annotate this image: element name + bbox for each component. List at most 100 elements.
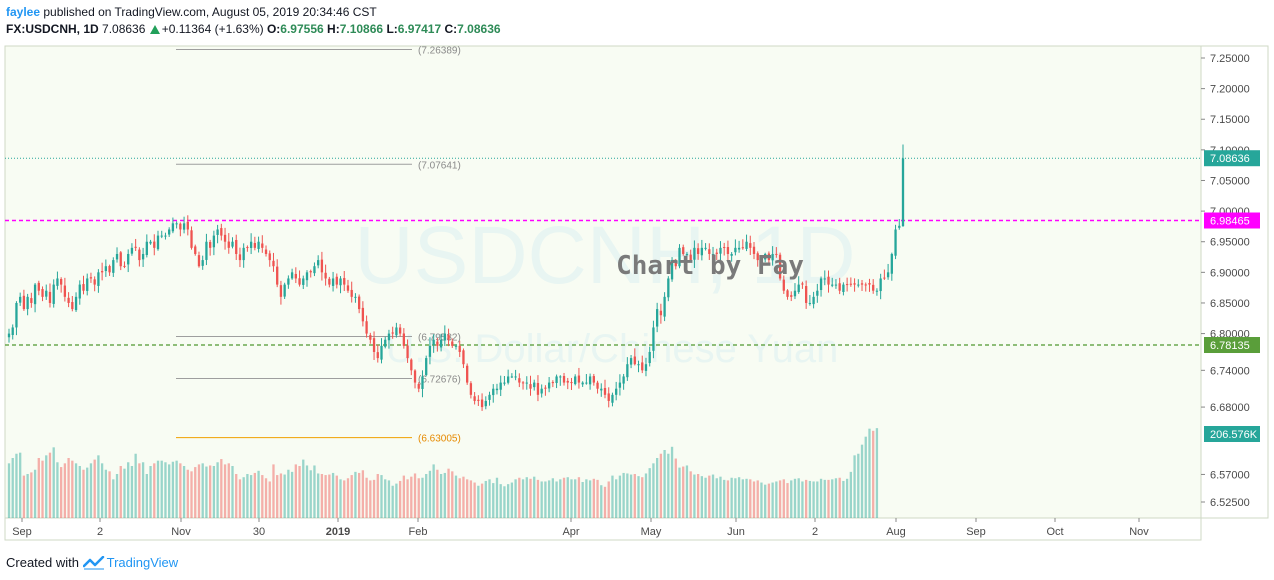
candle-body bbox=[588, 376, 592, 385]
volume-bar bbox=[577, 477, 581, 518]
volume-bar bbox=[279, 473, 283, 518]
volume-bar bbox=[790, 480, 793, 518]
candle-body bbox=[93, 279, 96, 285]
volume-bar bbox=[331, 472, 335, 518]
candle-body bbox=[886, 272, 890, 278]
volume-bar bbox=[15, 453, 18, 518]
volume-bar bbox=[320, 474, 324, 518]
candle-body bbox=[901, 158, 905, 227]
candle-body bbox=[708, 249, 711, 254]
candle-body bbox=[790, 295, 793, 297]
candle-body bbox=[469, 383, 473, 395]
volume-bar bbox=[30, 472, 33, 518]
candle-body bbox=[547, 382, 551, 389]
volume-bar bbox=[633, 474, 636, 518]
candle-body bbox=[145, 241, 148, 255]
volume-bar bbox=[231, 466, 234, 518]
watermark-name: U.S. Dollar/Chinese Yuan bbox=[386, 327, 839, 371]
candle-body bbox=[879, 278, 882, 292]
candle-body bbox=[715, 252, 718, 254]
candle-body bbox=[730, 253, 733, 256]
tradingview-brand[interactable]: TradingView bbox=[106, 555, 179, 570]
candle-body bbox=[711, 253, 715, 256]
candle-body bbox=[320, 259, 324, 273]
volume-bar bbox=[655, 458, 659, 518]
time-axis-pane[interactable] bbox=[4, 517, 1202, 541]
candle-body bbox=[655, 309, 659, 327]
candlesticks bbox=[7, 144, 905, 411]
chart-pane[interactable] bbox=[4, 45, 1202, 519]
ohlc-low-label: L: bbox=[386, 22, 398, 36]
volume-bar bbox=[78, 466, 81, 518]
candle-body bbox=[816, 290, 819, 296]
arrow-up-icon bbox=[149, 25, 160, 34]
price-tick-label: 7.15000 bbox=[1210, 114, 1250, 126]
candle-body bbox=[335, 276, 338, 285]
volume-bar bbox=[715, 478, 718, 518]
volume-bar bbox=[402, 475, 406, 518]
volume-bar bbox=[607, 481, 610, 518]
candle-body bbox=[615, 388, 618, 395]
candle-body bbox=[365, 321, 368, 334]
volume-bar bbox=[611, 475, 614, 518]
candle-body bbox=[596, 382, 599, 389]
time-tick-label: Sep bbox=[12, 526, 32, 538]
candle-body bbox=[525, 382, 528, 384]
volume-bar bbox=[398, 480, 402, 518]
volume-bar bbox=[872, 430, 875, 518]
volume-bar bbox=[629, 474, 633, 518]
candle-body bbox=[354, 296, 357, 298]
volume-bar bbox=[547, 480, 551, 518]
volume-bar bbox=[89, 463, 93, 518]
candle-body bbox=[518, 378, 521, 383]
volume-bar bbox=[220, 459, 223, 518]
candle-body bbox=[361, 307, 365, 322]
candle-body bbox=[726, 247, 730, 254]
candle-body bbox=[179, 223, 182, 230]
time-tick-label: 2 bbox=[97, 526, 103, 538]
candle-body bbox=[141, 253, 145, 260]
candle-body bbox=[659, 310, 663, 316]
volume-bar bbox=[108, 471, 111, 518]
volume-bar bbox=[361, 470, 365, 518]
candle-body bbox=[797, 284, 800, 293]
volume-bar bbox=[626, 473, 629, 518]
volume-bar bbox=[834, 478, 838, 518]
volume-bar bbox=[540, 481, 543, 518]
volume-bar bbox=[793, 478, 797, 518]
volume-bar bbox=[253, 472, 257, 518]
last-price-label: 7.08636 bbox=[1210, 153, 1250, 165]
price-chart[interactable]: USDCNH, 1D U.S. Dollar/Chinese Yuan (7.2… bbox=[0, 40, 1274, 545]
volume-bar bbox=[726, 480, 730, 518]
volume-bar bbox=[749, 479, 752, 518]
candle-body bbox=[626, 364, 629, 378]
volume-bar bbox=[678, 467, 681, 518]
candle-body bbox=[506, 376, 510, 383]
candle-body bbox=[149, 241, 152, 244]
watermark: USDCNH, 1D U.S. Dollar/Chinese Yuan bbox=[354, 210, 855, 371]
candle-body bbox=[745, 241, 748, 249]
candle-body bbox=[287, 278, 290, 285]
candle-body bbox=[309, 271, 312, 273]
candle-body bbox=[160, 235, 163, 237]
candle-body bbox=[451, 341, 454, 346]
volume-bar bbox=[786, 483, 789, 518]
volume-bar bbox=[618, 475, 622, 518]
volume-bar bbox=[227, 463, 230, 518]
candle-body bbox=[313, 266, 316, 274]
candle-body bbox=[67, 297, 70, 303]
author-name[interactable]: faylee bbox=[6, 5, 41, 19]
volume-bar bbox=[637, 476, 640, 518]
fib-label: (6.79532) bbox=[418, 332, 461, 343]
volume-bar bbox=[45, 455, 48, 518]
candle-body bbox=[782, 279, 785, 291]
candle-body bbox=[272, 260, 275, 267]
volume-bar bbox=[387, 480, 391, 518]
volume-bar bbox=[667, 453, 670, 518]
candle-body bbox=[838, 283, 841, 291]
volume-bar bbox=[194, 467, 197, 518]
volume-bar bbox=[693, 474, 696, 518]
candle-body bbox=[22, 295, 26, 310]
tradingview-logo-icon[interactable] bbox=[82, 555, 105, 570]
volume-bar bbox=[518, 477, 521, 518]
